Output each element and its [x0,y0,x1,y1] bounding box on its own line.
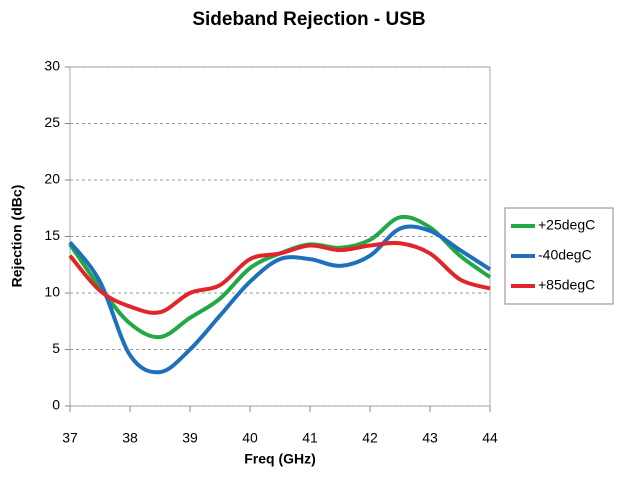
x-tick-label: 41 [302,430,318,446]
y-axis-label: Rejection (dBc) [9,185,25,288]
line-series [68,240,491,315]
y-tick-label: 20 [44,171,60,187]
y-tick-label: 5 [52,340,60,356]
legend-label: +25degC [538,217,595,233]
line-series [68,224,492,375]
x-tick-label: 38 [122,430,138,446]
line-series [68,214,492,340]
x-tick-label: 39 [182,430,198,446]
y-tick-label: 10 [44,284,60,300]
legend-label: -40degC [538,247,592,263]
x-axis-label: Freq (GHz) [244,451,316,467]
y-tick-label: 25 [44,114,60,130]
y-tick-label: 0 [52,397,60,413]
chart-title: Sideband Rejection - USB [192,9,425,30]
x-tick-label: 43 [422,430,438,446]
x-tick-label: 37 [62,430,78,446]
y-tick-label: 30 [44,58,60,74]
x-tick-label: 42 [362,430,378,446]
x-tick-label: 44 [482,430,498,446]
x-tick-label: 40 [242,430,258,446]
legend-label: +85degC [538,277,595,293]
y-tick-label: 15 [44,227,60,243]
